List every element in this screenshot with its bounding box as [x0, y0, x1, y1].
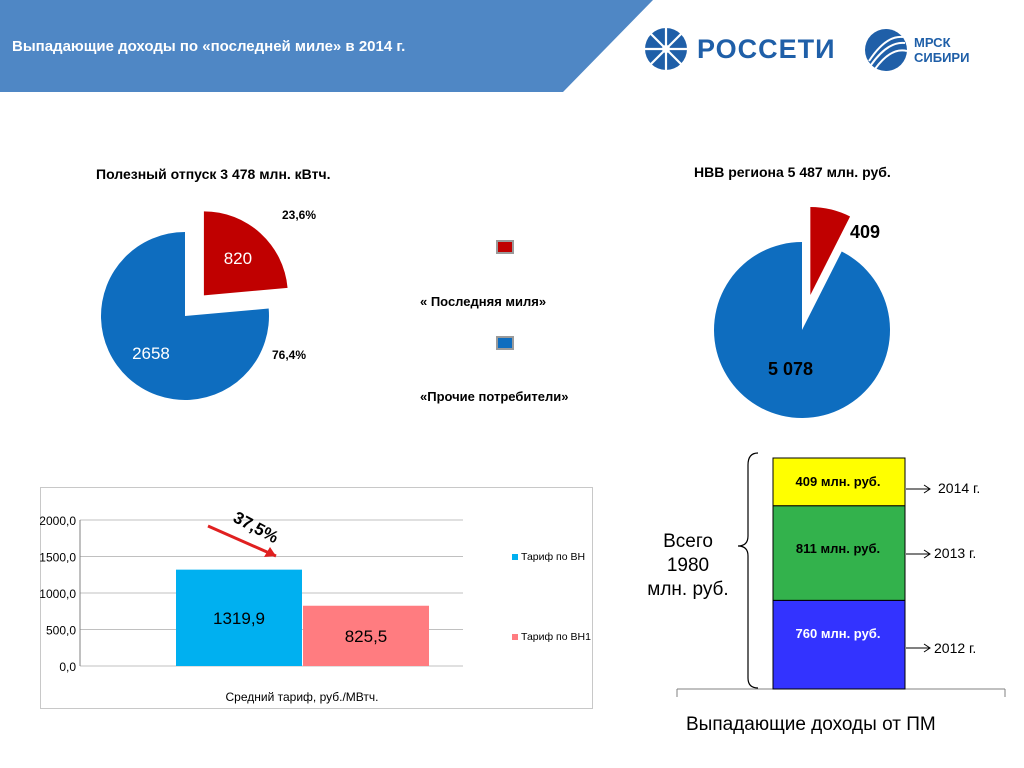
stack-label-2012: 760 млн. руб.: [795, 626, 881, 641]
year-label-2012: 2012 г.: [934, 640, 977, 656]
legend-swatch-vn1: [512, 634, 518, 640]
mrsk-logo-text: МРСК СИБИРИ: [914, 35, 969, 65]
page-title: Выпадающие доходы по «последней миле» в …: [12, 38, 406, 55]
pie2-slice-red: [810, 206, 851, 295]
stacked-chart-title: Выпадающие доходы от ПМ: [686, 714, 936, 735]
total-brace: [737, 452, 759, 689]
y-tick-label: 0,0: [59, 660, 76, 674]
bar-tariff-vn: [176, 569, 302, 666]
y-tick-label: 2000,0: [40, 514, 76, 528]
stack-label-2013: 811 млн. руб.: [795, 541, 881, 556]
legend-label-other: «Прочие потребители»: [420, 389, 569, 404]
rosseti-logo-icon: [645, 28, 687, 70]
legend-swatch-last-mile: [496, 240, 514, 254]
tariff-x-axis-label: Средний тариф, руб./МВтч.: [226, 690, 379, 704]
pie1-percent-red: 23,6%: [282, 208, 317, 222]
y-tick-label: 1500,0: [40, 551, 76, 565]
total-line1: Всего: [663, 531, 713, 552]
pie1-percent-blue: 76,4%: [272, 348, 307, 362]
rosseti-logo-text: РОССЕТИ: [697, 34, 836, 64]
year-label-2013: 2013 г.: [934, 545, 977, 561]
bar-label-vn1: 825,5: [345, 627, 388, 646]
pie1-label-red: 820: [224, 249, 252, 268]
total-line2: 1980: [666, 555, 710, 576]
pie2-slice-blue: [714, 242, 890, 418]
y-tick-label: 1000,0: [40, 587, 76, 601]
bar-label-vn: 1319,9: [213, 609, 265, 628]
stacked-bar-chart: [676, 452, 1006, 697]
legend-swatch-other: [496, 336, 514, 350]
pie2-label-blue: 5 078: [768, 359, 814, 379]
stack-segment-2014: [772, 457, 906, 507]
mrsk-logo-icon: [865, 29, 908, 71]
legend-swatch-vn: [512, 554, 518, 560]
decrease-annotation: 37,5%: [230, 508, 281, 547]
total-line3: млн. руб.: [647, 579, 729, 600]
pie1-label-blue: 2658: [132, 344, 170, 363]
pie1-slice-red: [203, 211, 288, 296]
legend-text-vn1: Тариф по ВН1: [521, 631, 591, 643]
stack-segment-2012: [772, 599, 906, 690]
stack-label-2014: 409 млн. руб.: [795, 474, 881, 489]
header-banner: Выпадающие доходы по «последней миле» в …: [0, 0, 1024, 92]
tariff-y-ticks: 2000,0 1500,0 1000,0 500,0 0,0: [40, 514, 76, 674]
year-label-2014: 2014 г.: [938, 480, 981, 496]
pie1-chart: 820 2658: [101, 211, 288, 400]
header-background: [0, 0, 653, 92]
tariff-chart-frame: [40, 487, 593, 709]
pie2-label-red: 409: [850, 222, 881, 242]
pie2-title: НВВ региона 5 487 млн. руб.: [694, 164, 891, 180]
legend-label-last-mile: « Последняя миля»: [420, 294, 547, 309]
pie1-slice-blue: [101, 232, 269, 400]
year-arrows: [906, 484, 931, 653]
mrsk-logo-line2: СИБИРИ: [914, 50, 970, 65]
pie1-title: Полезный отпуск 3 478 млн. кВтч.: [96, 166, 331, 182]
y-tick-label: 500,0: [46, 624, 76, 638]
legend-text-vn: Тариф по ВН: [521, 551, 585, 563]
bar-tariff-vn1: [303, 605, 429, 666]
decrease-arrow-head: [264, 547, 276, 557]
total-summary: Всего 1980 млн. руб.: [632, 530, 744, 602]
mrsk-logo-line1: МРСК: [914, 35, 951, 50]
decrease-arrow-line: [207, 524, 277, 558]
stack-segment-2013: [772, 505, 906, 601]
pie2-chart: [714, 206, 890, 418]
